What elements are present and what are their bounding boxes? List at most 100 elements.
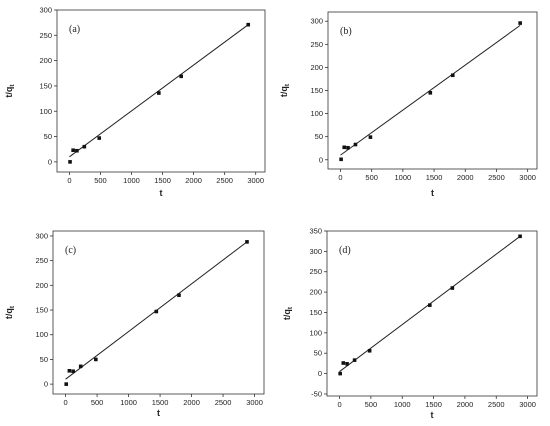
- data-point: [67, 368, 72, 373]
- y-axis-label: t/qt: [4, 305, 16, 319]
- y-axis-label-subscript: t: [9, 305, 16, 308]
- data-point: [97, 136, 102, 140]
- y-tick-label: 350: [309, 227, 322, 236]
- x-tick-label: 500: [365, 400, 378, 409]
- data-point: [177, 293, 181, 298]
- x-tick-label: 3000: [247, 176, 264, 185]
- data-point: [450, 73, 455, 78]
- panel-label: (d): [339, 245, 351, 256]
- x-tick-label: 2000: [457, 173, 474, 182]
- y-tick-label: 300: [39, 6, 52, 15]
- data-point: [368, 135, 373, 139]
- x-tick-label: 2000: [185, 176, 202, 185]
- x-tick-label: 2500: [216, 176, 233, 185]
- x-tick-label: 500: [365, 173, 378, 182]
- x-tick-label: 2500: [488, 173, 505, 182]
- data-point: [367, 348, 372, 353]
- panel-label: (a): [69, 24, 80, 35]
- y-tick-label: -50: [311, 389, 322, 398]
- y-axis-label-subscript: t: [287, 306, 294, 309]
- y-tick-label: 200: [309, 288, 322, 297]
- x-tick-label: 1000: [395, 173, 412, 182]
- y-axis-label-subscript: t: [284, 83, 291, 86]
- data-point: [157, 91, 161, 95]
- x-tick-label: 2500: [488, 400, 505, 409]
- data-point: [94, 357, 98, 362]
- x-tick-label: 0: [67, 176, 71, 185]
- panel-label: (c): [65, 245, 76, 256]
- y-tick-label: 0: [44, 380, 48, 389]
- data-point: [353, 142, 358, 147]
- data-point: [518, 234, 522, 239]
- y-tick-label: 300: [310, 17, 323, 26]
- x-tick-label: 3000: [519, 400, 536, 409]
- data-point: [339, 157, 343, 162]
- data-point: [345, 362, 349, 366]
- y-tick-label: 0: [319, 155, 323, 164]
- x-axis-label: t: [157, 408, 160, 418]
- y-tick-label: 150: [39, 81, 52, 90]
- data-point: [428, 91, 433, 95]
- y-tick-label: 150: [309, 308, 322, 317]
- x-tick-label: 1000: [394, 400, 411, 409]
- data-point: [338, 371, 342, 376]
- x-tick-label: 0: [338, 173, 342, 182]
- x-tick-label: 1500: [154, 176, 171, 185]
- data-point: [64, 382, 69, 386]
- data-point: [179, 74, 183, 79]
- x-tick-label: 3000: [246, 398, 263, 407]
- y-tick-label: 50: [315, 132, 323, 141]
- y-tick-label: 50: [40, 355, 48, 364]
- y-tick-label: 300: [35, 231, 48, 240]
- data-point: [346, 145, 350, 150]
- fit-line: [69, 24, 249, 158]
- y-tick-label: 150: [35, 306, 48, 315]
- panel-1: 0 500 1000 1500 2000 2500 3000 0 50 100 150 200 250 3…: [4, 6, 266, 198]
- x-tick-label: 0: [64, 398, 68, 407]
- panel-2: 0 500 1000 1500 2000 2500 3000 0 50 100 150 200 250 3…: [279, 11, 538, 198]
- data-point: [71, 148, 75, 153]
- y-tick-label: 50: [44, 132, 52, 141]
- y-axis-label: t/qt: [282, 306, 294, 320]
- data-point: [428, 303, 432, 307]
- data-point: [246, 22, 251, 27]
- x-tick-label: 1500: [426, 173, 443, 182]
- panel-4: 0 500 1000 1500 2000 2500 3000 -50 0 50 100 150 200 2…: [282, 227, 538, 420]
- y-tick-label: 250: [35, 256, 48, 265]
- panel-3: 0 500 1000 1500 2000 2500 3000 0 50 100 150 200 250 3…: [4, 230, 265, 418]
- data-point: [71, 369, 75, 374]
- y-tick-label: 250: [310, 40, 323, 49]
- data-point: [68, 160, 72, 164]
- data-point: [78, 364, 83, 369]
- x-tick-label: 2000: [457, 400, 474, 409]
- y-tick-label: 50: [314, 349, 322, 358]
- x-tick-label: 2500: [215, 398, 232, 407]
- data-point: [352, 358, 357, 362]
- plot-frame: [52, 230, 265, 395]
- x-tick-label: 1500: [425, 400, 442, 409]
- data-point: [342, 145, 347, 150]
- y-tick-label: 100: [35, 330, 48, 339]
- y-tick-label: 150: [310, 86, 323, 95]
- x-tick-label: 1000: [120, 398, 137, 407]
- y-tick-label: 200: [310, 63, 323, 72]
- y-tick-label: 200: [39, 56, 52, 65]
- plot-frame: [326, 230, 538, 397]
- y-tick-label: 100: [310, 109, 323, 118]
- y-tick-label: 250: [39, 31, 52, 40]
- data-point: [341, 361, 346, 365]
- x-tick-label: 0: [337, 400, 341, 409]
- data-point: [154, 309, 159, 314]
- data-point: [450, 286, 455, 290]
- data-point: [75, 148, 79, 153]
- y-tick-label: 250: [309, 267, 322, 276]
- x-axis-label: t: [431, 410, 434, 420]
- y-tick-label: 0: [48, 157, 52, 166]
- y-axis-label: t/qt: [4, 84, 16, 98]
- data-point: [82, 144, 87, 149]
- x-tick-label: 1500: [152, 398, 169, 407]
- plot-frame: [56, 9, 266, 173]
- y-tick-label: 100: [309, 328, 322, 337]
